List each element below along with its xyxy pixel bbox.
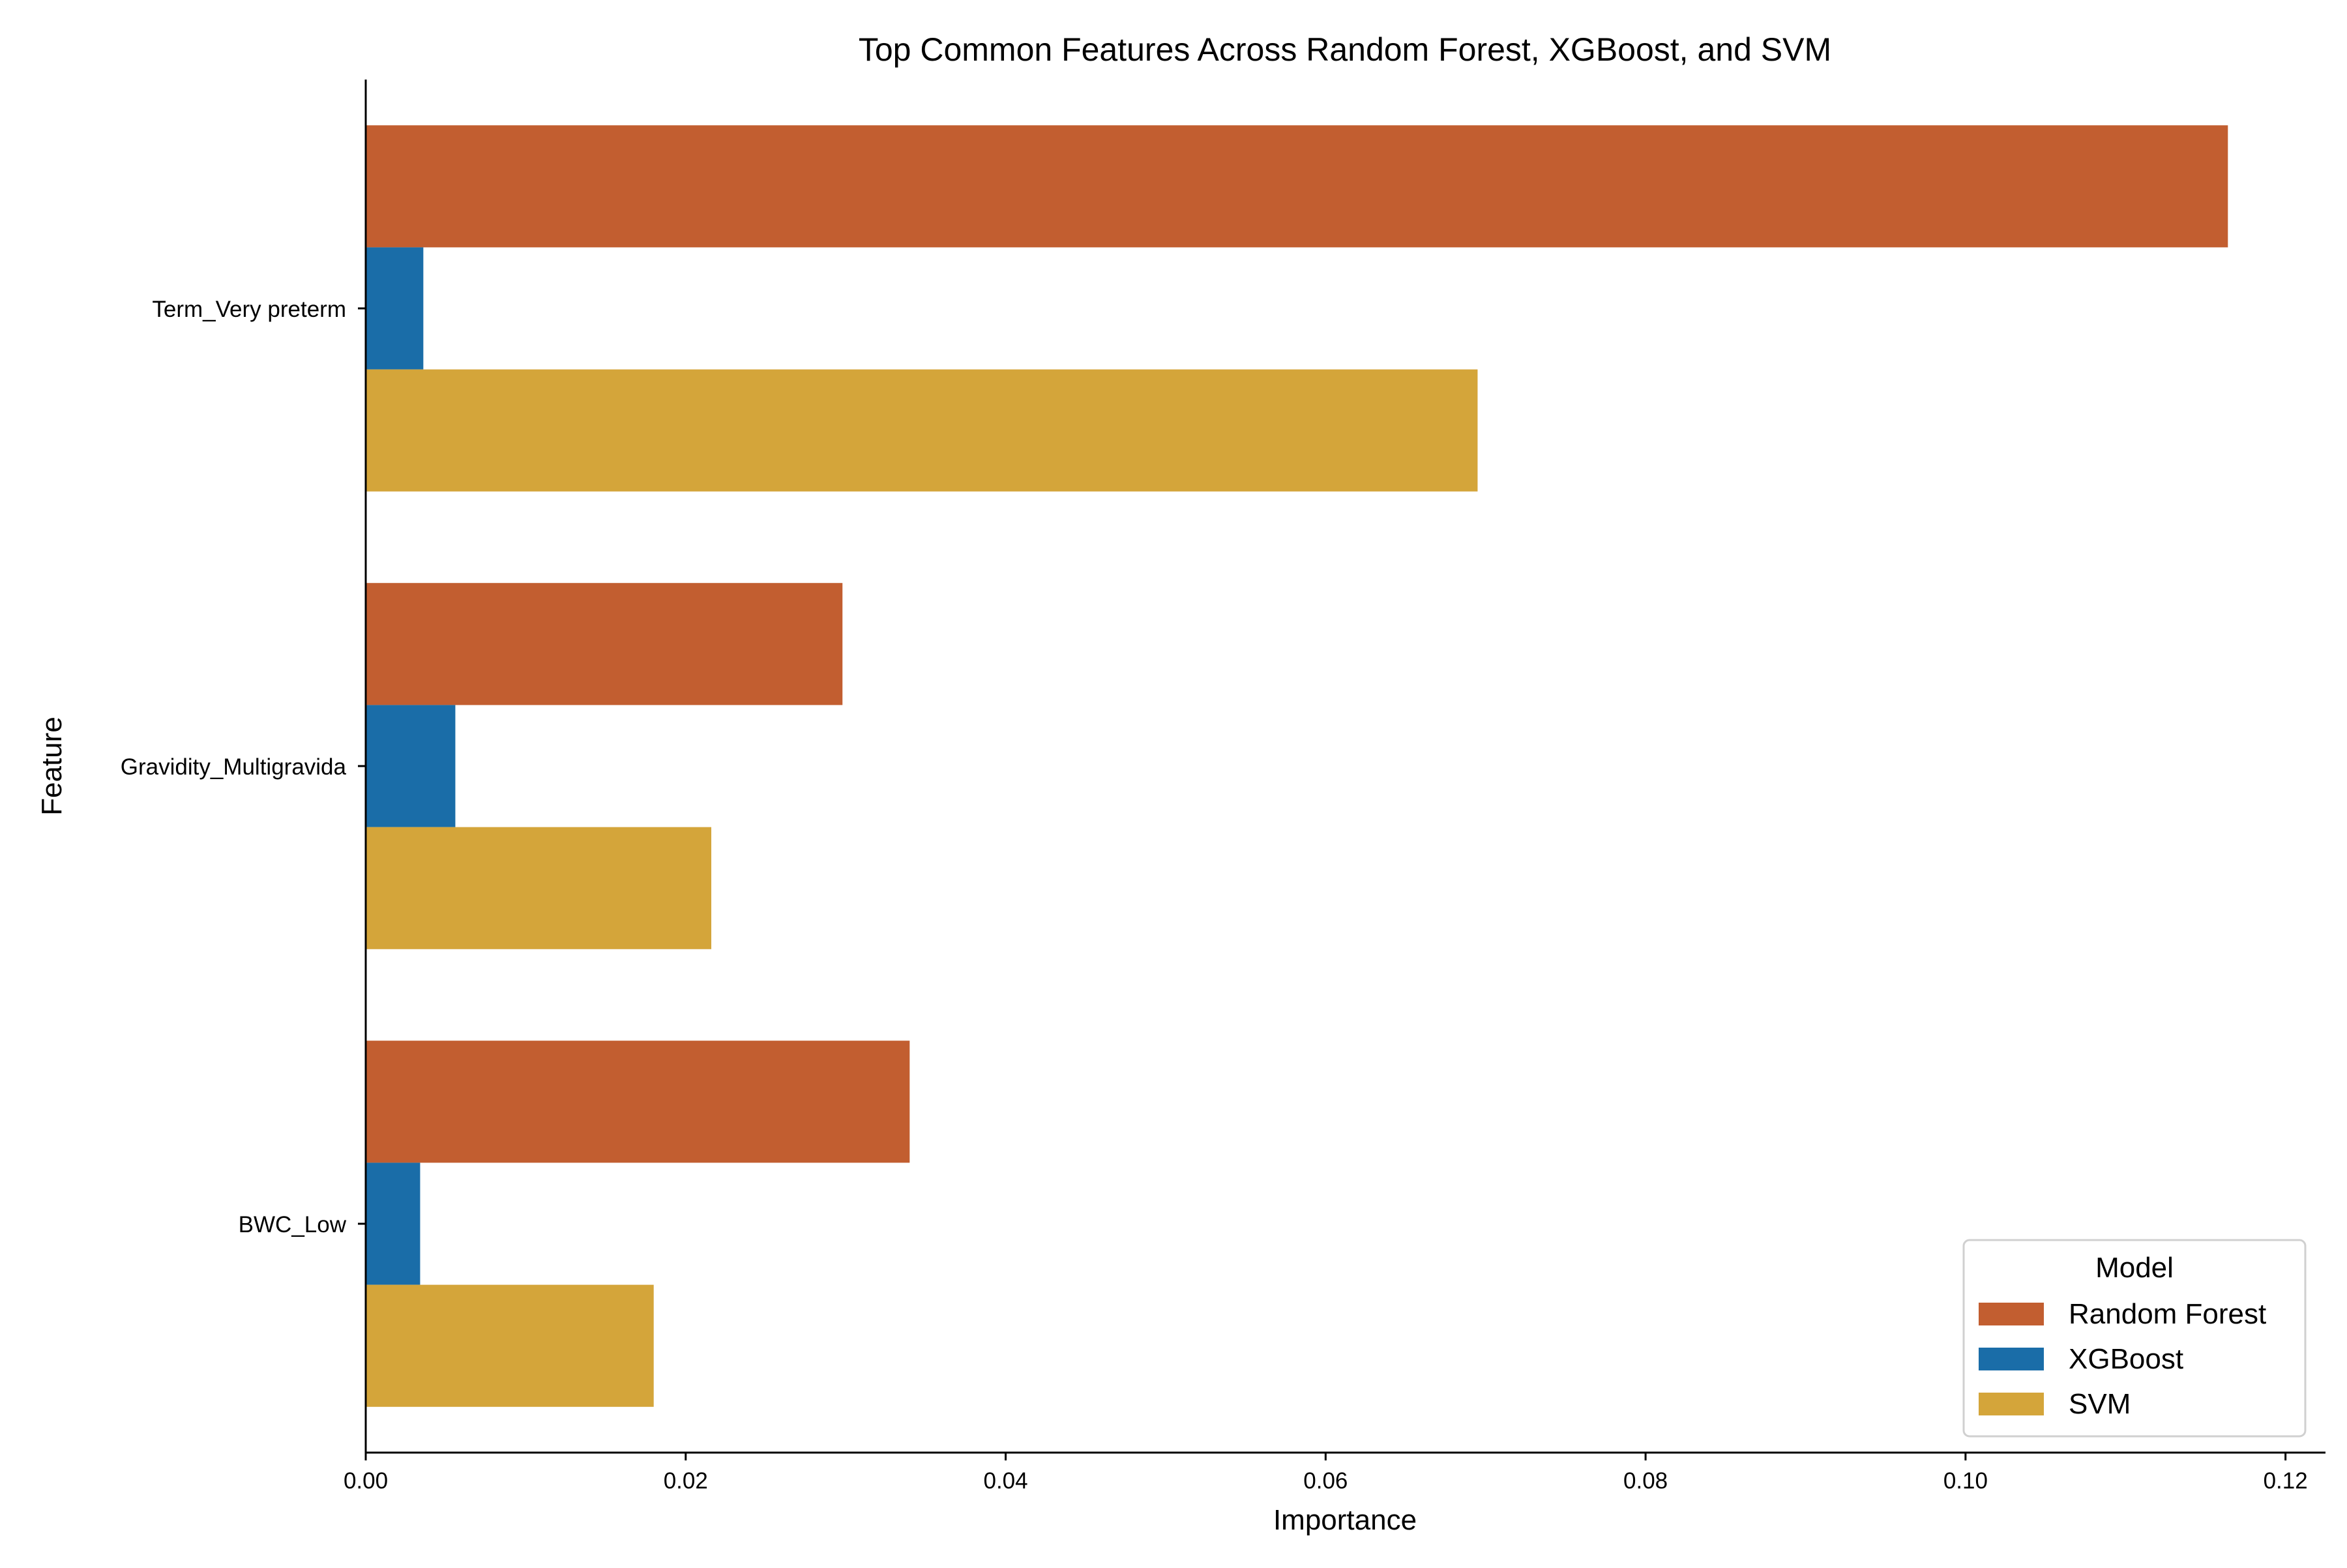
legend-swatch-svm xyxy=(1979,1393,2044,1415)
bar-xgboost-1 xyxy=(366,247,424,370)
bar-random-forest-3 xyxy=(366,1041,910,1163)
bar-svm-3 xyxy=(366,1284,654,1407)
bars-group xyxy=(366,125,2228,1407)
x-tick-label: 0.12 xyxy=(2264,1468,2308,1494)
x-tick-label: 0.06 xyxy=(1303,1468,1348,1494)
chart-title: Top Common Features Across Random Forest… xyxy=(859,31,1831,68)
legend-swatch-xgboost xyxy=(1979,1348,2044,1370)
y-axis-label: Feature xyxy=(36,717,68,816)
bar-svm-2 xyxy=(366,827,712,949)
x-tick-label: 0.04 xyxy=(983,1468,1027,1494)
x-tick-label: 0.02 xyxy=(664,1468,708,1494)
y-tick-label: Gravidity_Multigravida xyxy=(121,754,347,780)
bar-random-forest-1 xyxy=(366,125,2228,248)
x-axis-label: Importance xyxy=(1273,1504,1417,1536)
legend: Model Random Forest XGBoost SVM xyxy=(1962,1239,2307,1438)
x-tick-label: 0.08 xyxy=(1623,1468,1668,1494)
bar-xgboost-2 xyxy=(366,705,456,827)
y-tick-label: BWC_Low xyxy=(239,1212,347,1237)
bar-svm-1 xyxy=(366,369,1478,492)
y-tick-label: Term_Very preterm xyxy=(152,297,346,322)
legend-label: XGBoost xyxy=(2069,1343,2183,1375)
legend-frame xyxy=(1962,1239,2307,1438)
y-ticks-group: Term_Very preterm Gravidity_Multigravida B… xyxy=(121,297,366,1237)
legend-swatch-random-forest xyxy=(1979,1303,2044,1325)
x-ticks-group: 0.00 0.02 0.04 0.06 0.08 0.10 0.12 xyxy=(344,1453,2308,1494)
bar-xgboost-3 xyxy=(366,1162,421,1285)
legend-items: Random Forest XGBoost SVM xyxy=(1979,1298,2266,1420)
legend-label: SVM xyxy=(2069,1388,2131,1420)
x-tick-label: 0.10 xyxy=(1943,1468,1988,1494)
x-tick-label: 0.00 xyxy=(344,1468,388,1494)
bar-random-forest-2 xyxy=(366,583,843,705)
legend-label: Random Forest xyxy=(2069,1298,2266,1330)
legend-title: Model xyxy=(2095,1252,2174,1284)
